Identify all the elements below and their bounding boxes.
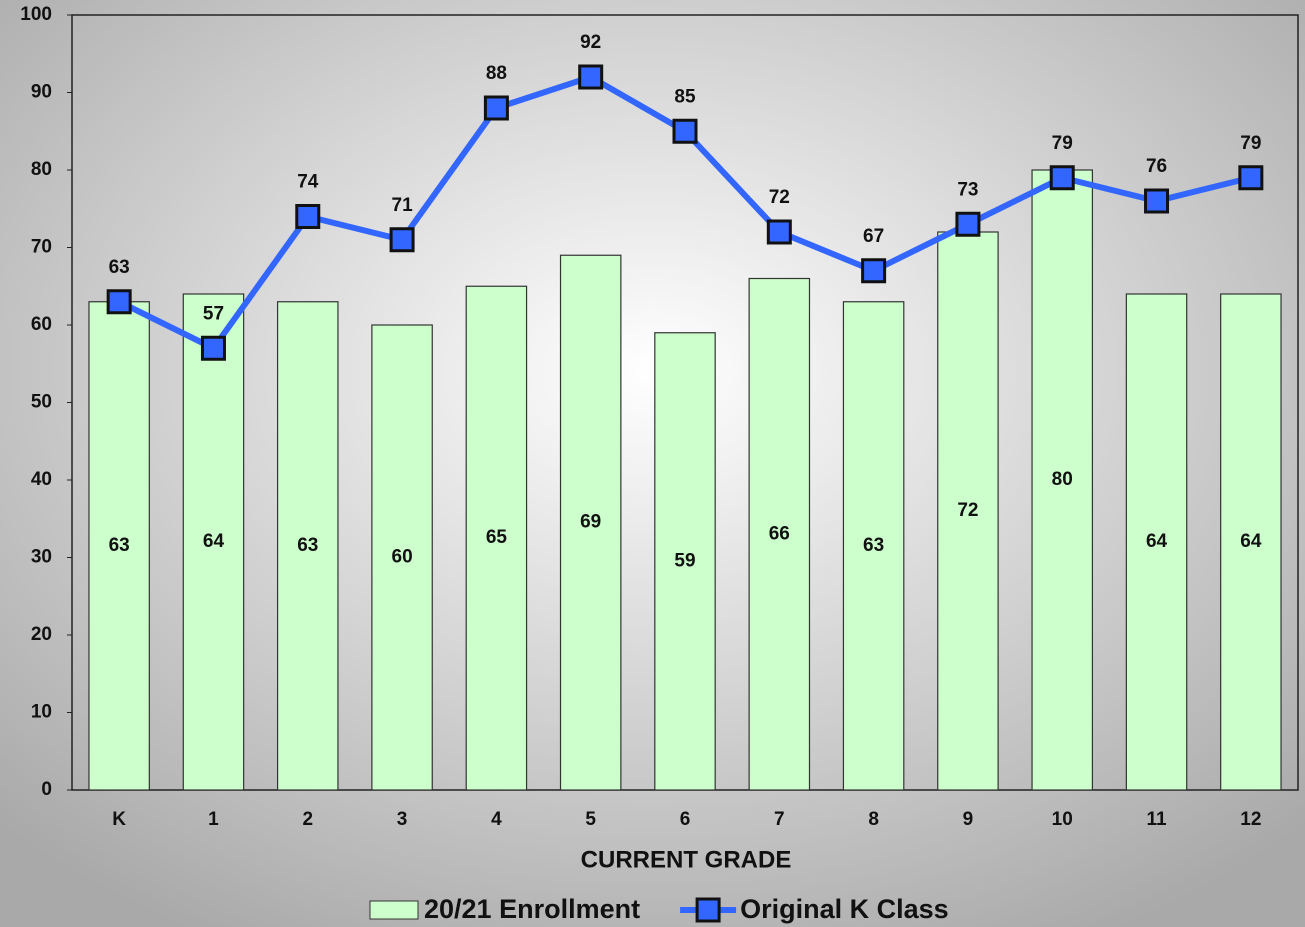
y-tick-label: 30 [31,547,52,568]
bar-value-label: 63 [863,535,884,556]
line-marker [295,204,321,229]
y-tick-label: 0 [41,779,52,800]
legend-label: 20/21 Enrollment [424,894,640,924]
bar-value-label: 72 [957,500,978,521]
line-value-label: 88 [486,63,507,84]
line-value-label: 71 [392,195,414,216]
bar-value-label: 63 [297,535,318,556]
bar-value-label: 65 [486,527,508,548]
legend-label: Original K Class [740,894,949,924]
y-tick-label: 70 [31,237,52,258]
y-tick-label: 50 [31,392,52,413]
x-tick-label: 12 [1240,809,1261,830]
bar [1125,293,1188,791]
y-tick-label: 10 [31,702,52,723]
line-marker [1049,165,1075,191]
y-tick-label: 60 [31,314,52,335]
bar [276,301,339,791]
line-marker [766,219,792,245]
y-tick-label: 20 [31,624,52,645]
line-value-label: 57 [203,303,224,324]
line-marker [1238,165,1264,191]
y-tick-label: 100 [20,4,52,25]
line-value-label: 73 [957,179,978,200]
line-marker [483,95,509,121]
legend-marker [695,897,721,923]
line-marker [578,64,604,90]
line-value-label: 79 [1052,133,1073,154]
bar-value-label: 64 [1146,531,1168,552]
bar [182,293,245,791]
line-value-label: 79 [1240,133,1261,154]
x-tick-label: 11 [1146,809,1167,830]
line-value-label: 72 [769,187,790,208]
bar [654,332,716,791]
bar [842,301,905,791]
x-tick-label: 1 [208,809,219,830]
x-tick-label: 3 [397,809,408,830]
bar [88,301,150,791]
x-tick-label: 10 [1052,809,1073,830]
line-value-label: 76 [1146,156,1167,177]
y-tick-label: 80 [31,159,52,180]
bar [1220,293,1282,791]
x-axis-label: CURRENT GRADE [581,846,792,873]
line-value-label: 63 [109,257,130,278]
line-marker [955,211,981,237]
bar-value-label: 69 [580,512,601,533]
bar [465,285,528,791]
bar-value-label: 80 [1052,469,1073,490]
x-tick-label: 7 [774,809,785,830]
bar [748,277,811,791]
legend: 20/21 Enrollment Original K Class [369,894,949,924]
bar [371,324,433,791]
bar-value-label: 63 [109,535,130,556]
x-tick-label: 9 [963,809,974,830]
x-tick-label: 8 [868,809,879,830]
y-tick-label: 40 [31,469,52,490]
x-tick-label: 4 [491,809,502,830]
bar-value-label: 60 [392,547,413,568]
bar-value-label: 64 [203,531,225,552]
line-marker [1144,188,1170,214]
line-marker [672,118,698,144]
x-tick-label: 2 [302,809,313,830]
legend-swatch [369,900,419,920]
line-value-label: 92 [580,32,601,53]
x-tick-label: 5 [585,809,596,830]
line-value-label: 74 [297,172,319,193]
bar [1031,169,1094,791]
x-tick-label: 6 [680,809,691,830]
y-tick-label: 90 [31,82,52,103]
line-marker [200,335,226,361]
x-tick-label: K [112,809,126,830]
line-marker [106,289,132,315]
bar-value-label: 64 [1240,531,1262,552]
line-value-label: 67 [863,226,884,247]
bar-value-label: 66 [769,523,790,544]
line-marker [861,258,887,284]
line-value-label: 85 [674,86,696,107]
line-marker [389,227,415,253]
bar [559,254,622,791]
bar-value-label: 59 [674,550,695,571]
